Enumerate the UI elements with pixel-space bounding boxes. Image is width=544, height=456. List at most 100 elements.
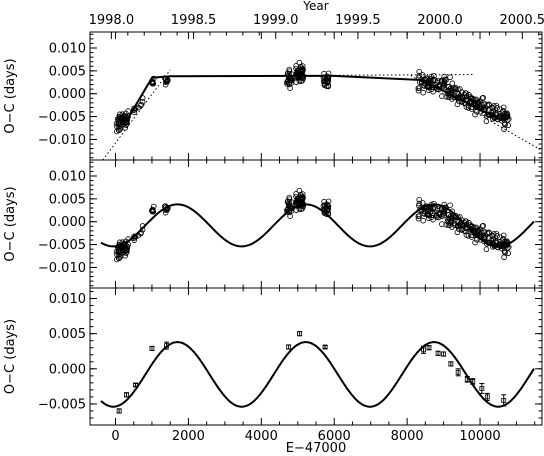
binned-point [322,344,328,350]
data-point [439,85,445,91]
data-point [416,85,423,91]
data-point [426,84,433,91]
data-point [463,100,469,107]
data-point [323,205,330,212]
data-point [416,68,423,75]
data-point [163,76,169,82]
binned-point [484,394,490,400]
data-point [293,79,299,85]
binned-point [421,347,426,353]
data-point [423,75,430,81]
data-point [480,104,487,111]
top-axis-title: Year [302,0,328,13]
panel-3: O−C (days) 0.010 0.005 0.000 −0.005 [3,287,543,426]
data-point [505,122,512,129]
data-point [501,254,507,261]
data-point [504,110,510,117]
data-point [490,235,497,242]
x-tick-label: 10000 [459,429,500,444]
data-point [117,252,123,259]
data-point [287,85,293,91]
data-point [420,217,427,224]
data-point [483,118,490,125]
panels: O−C (days)0.0100.0050.000−0.005−0.010O−C… [3,31,543,426]
data-point [472,239,478,246]
data-point [116,244,123,251]
data-point [163,204,169,210]
y-tick-label: 0.000 [49,215,86,230]
data-point [131,109,137,115]
data-point [472,111,478,118]
data-point [468,106,475,112]
data-point [285,198,291,205]
data-point [447,202,453,209]
x-axis-title: E−47000 [286,441,346,456]
data-point [457,214,463,220]
data-point [449,208,456,215]
data-point [442,76,448,83]
x-tick-label: 8000 [391,429,424,444]
y-axis-title: O−C (days) [3,58,18,133]
data-point [482,106,488,112]
data-point [325,198,332,205]
top-axis-ticks: 1998.0 1998.5 1999.0 1999.5 2000.0 2000.5 [89,13,544,28]
data-point [130,107,137,113]
data-point [463,218,469,225]
binned-point [426,345,432,351]
plot-area [100,331,535,414]
data-point [455,222,461,229]
data-point [473,229,479,236]
data-point [132,233,139,240]
data-point [122,114,129,120]
data-point [486,240,492,246]
data-point [502,121,508,128]
sine-model-curve [100,203,535,248]
data-point [416,200,423,207]
data-point [287,213,293,219]
data-point [293,75,300,81]
data-point [139,226,146,233]
plot-area [102,59,541,160]
binned-point [479,386,485,391]
data-point [296,78,303,84]
data-point [494,244,501,251]
data-point [480,94,486,101]
data-point [116,116,123,123]
data-point [474,225,480,232]
data-point [131,237,137,243]
trend-line [102,69,171,160]
data-point [483,246,490,253]
y-tick-label: 0.005 [49,327,86,342]
data-point [415,87,422,94]
data-point [442,204,448,211]
data-point [463,228,469,235]
data-point [416,72,423,79]
data-point [473,104,479,110]
top-tick-label: 1998.5 [171,13,217,28]
data-point [443,93,450,100]
data-point [421,76,428,83]
bottom-x-axis: 0 2000 4000 6000 8000 10000 E−47000 [111,429,500,456]
data-point [431,72,437,79]
panel-frame [89,31,543,161]
data-point [135,232,142,239]
data-point [431,204,437,211]
bottom-axis-ticks: 0 2000 4000 6000 8000 10000 [111,429,500,444]
data-point [416,196,423,203]
data-point [480,232,487,239]
data-point [489,232,495,239]
data-point [113,120,120,127]
x-tick-label: 0 [111,429,119,444]
data-point [463,104,470,110]
data-point [149,208,156,215]
data-point [299,205,306,212]
data-point [293,207,299,213]
y-tick-label: 0.000 [49,362,86,377]
data-point [463,90,469,97]
data-point [293,63,299,69]
data-point [288,208,294,214]
binned-point [133,382,138,388]
top-tick-label: 2000.0 [417,13,463,28]
data-point [125,108,131,114]
data-point [456,98,462,105]
